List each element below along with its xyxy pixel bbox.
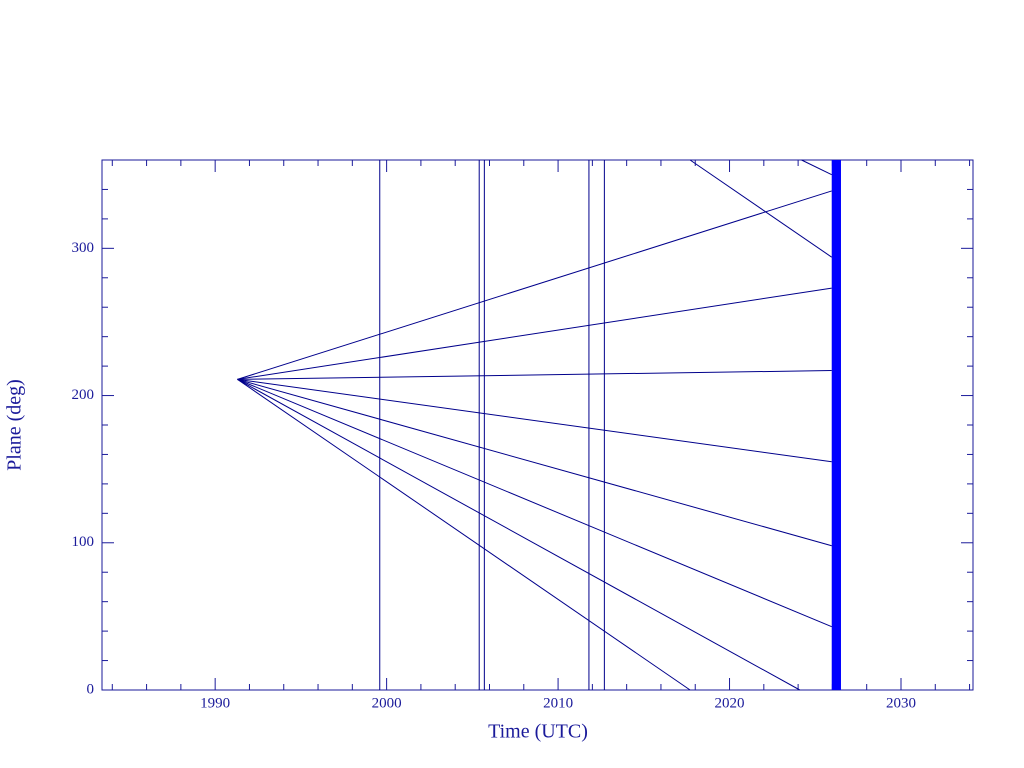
x-tick-label: 2000 xyxy=(372,695,402,711)
y-tick-label: 0 xyxy=(87,681,95,697)
x-tick-label: 2020 xyxy=(715,695,745,711)
y-tick-label: 200 xyxy=(72,387,95,403)
y-axis-label: Plane (deg) xyxy=(4,379,26,471)
line-series xyxy=(237,190,832,380)
y-tick-label: 100 xyxy=(72,534,95,550)
line-series xyxy=(237,378,801,691)
x-tick-label: 1990 xyxy=(200,695,230,711)
line-series xyxy=(237,378,691,691)
line-series xyxy=(237,378,832,628)
line-series xyxy=(237,370,832,380)
line-series xyxy=(237,378,832,547)
line-series xyxy=(237,378,832,463)
x-tick-label: 2030 xyxy=(886,695,916,711)
plot-frame xyxy=(101,159,974,691)
band xyxy=(831,160,841,690)
line-series xyxy=(801,159,832,176)
y-tick-label: 300 xyxy=(72,240,95,256)
x-axis-label: Time (UTC) xyxy=(488,721,588,743)
line-series xyxy=(689,159,833,258)
line-series xyxy=(237,287,832,380)
x-tick-label: 2010 xyxy=(543,695,573,711)
